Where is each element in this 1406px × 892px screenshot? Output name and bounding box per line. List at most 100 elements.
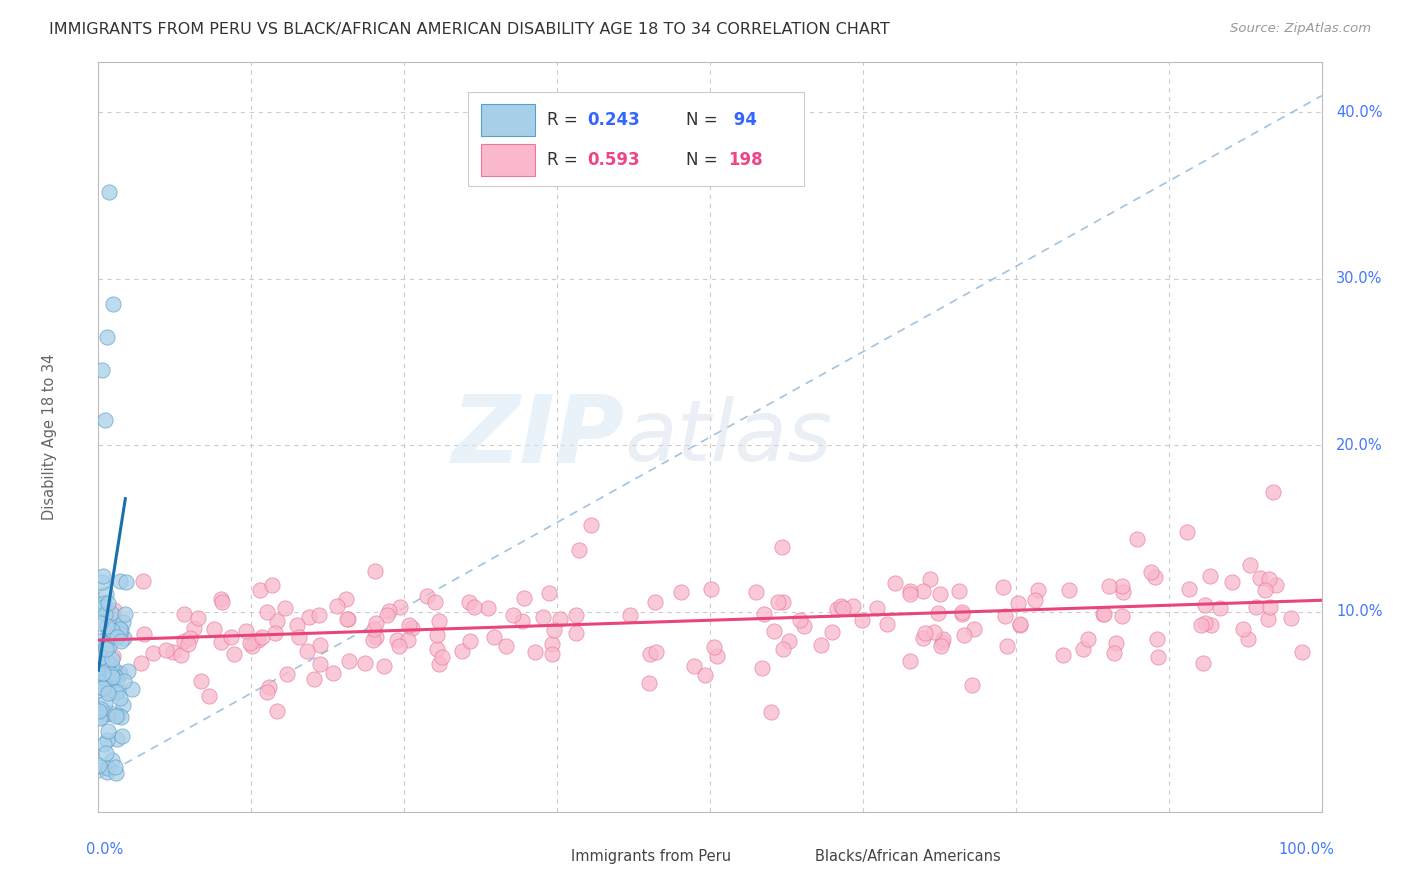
Point xyxy=(209,635,232,649)
Point xyxy=(110,691,132,706)
Point xyxy=(772,540,794,554)
Point xyxy=(932,632,955,646)
Point xyxy=(104,709,127,723)
Point xyxy=(953,627,976,641)
Point xyxy=(187,611,209,625)
Point xyxy=(950,607,973,621)
Point xyxy=(1257,612,1279,626)
Point xyxy=(325,599,347,614)
Point xyxy=(482,630,505,644)
Point xyxy=(929,639,952,653)
Point xyxy=(1112,584,1135,599)
Point xyxy=(96,658,118,673)
Point xyxy=(91,575,114,590)
Point xyxy=(91,650,114,665)
Point xyxy=(117,665,139,679)
Point xyxy=(876,616,898,631)
Point xyxy=(100,606,122,620)
Point xyxy=(387,633,409,648)
Point xyxy=(960,678,983,692)
Point xyxy=(373,658,395,673)
Point xyxy=(90,650,112,665)
Point xyxy=(1024,592,1046,607)
Point xyxy=(108,574,131,588)
Point xyxy=(377,608,399,623)
Point xyxy=(1237,632,1260,646)
Point xyxy=(112,615,135,629)
Point xyxy=(90,701,112,715)
Point xyxy=(209,592,232,607)
Point xyxy=(96,619,118,633)
Point xyxy=(308,657,330,671)
Point xyxy=(91,675,114,690)
Text: Blacks/African Americans: Blacks/African Americans xyxy=(815,849,1001,864)
Point xyxy=(110,623,132,637)
Point xyxy=(266,614,288,628)
Text: R =: R = xyxy=(547,151,583,169)
Point xyxy=(842,599,865,613)
Point xyxy=(121,681,143,696)
Point xyxy=(96,673,118,688)
Point xyxy=(177,637,200,651)
Point xyxy=(426,628,449,642)
Point xyxy=(110,709,132,723)
Point xyxy=(89,757,111,772)
Point xyxy=(927,606,949,620)
Point xyxy=(96,706,118,721)
Point xyxy=(87,673,110,688)
Point xyxy=(451,644,474,658)
Point xyxy=(96,764,118,779)
Point xyxy=(1147,649,1170,664)
Point xyxy=(87,704,110,718)
Point xyxy=(87,682,110,697)
Point xyxy=(425,642,447,657)
Point xyxy=(929,587,952,601)
Point xyxy=(429,657,451,672)
Point xyxy=(322,666,344,681)
Point xyxy=(93,607,115,621)
Point xyxy=(1175,524,1198,539)
Point xyxy=(103,603,125,617)
FancyBboxPatch shape xyxy=(481,104,536,136)
Point xyxy=(97,686,120,700)
Point xyxy=(260,578,283,592)
Point xyxy=(1199,569,1222,583)
Point xyxy=(568,542,591,557)
Point xyxy=(1146,632,1168,646)
Point xyxy=(1194,615,1216,630)
Point xyxy=(90,670,112,684)
Point xyxy=(100,659,122,673)
Point xyxy=(308,608,330,623)
Point xyxy=(1010,618,1032,632)
Point xyxy=(90,639,112,653)
Point xyxy=(363,622,385,636)
Point xyxy=(222,647,245,661)
Point xyxy=(645,645,668,659)
Point xyxy=(183,621,205,635)
Point xyxy=(931,635,953,649)
Point xyxy=(502,608,524,623)
Point xyxy=(821,624,844,639)
Point xyxy=(110,626,132,640)
Point xyxy=(693,668,716,682)
Point xyxy=(132,574,155,588)
Point xyxy=(94,697,117,711)
Point xyxy=(169,648,191,662)
Point xyxy=(90,760,112,774)
Point xyxy=(101,753,124,767)
Point xyxy=(110,634,132,648)
Point xyxy=(162,645,184,659)
Point xyxy=(103,629,125,643)
Point xyxy=(1126,533,1149,547)
Point xyxy=(513,591,536,605)
FancyBboxPatch shape xyxy=(775,847,810,868)
Text: Immigrants from Peru: Immigrants from Peru xyxy=(571,849,731,864)
Point xyxy=(256,605,278,619)
Point xyxy=(97,761,120,775)
Point xyxy=(96,330,118,344)
Point xyxy=(914,625,936,640)
Point xyxy=(463,599,485,614)
Point xyxy=(1279,610,1302,624)
Point xyxy=(219,631,242,645)
Point xyxy=(91,602,114,616)
